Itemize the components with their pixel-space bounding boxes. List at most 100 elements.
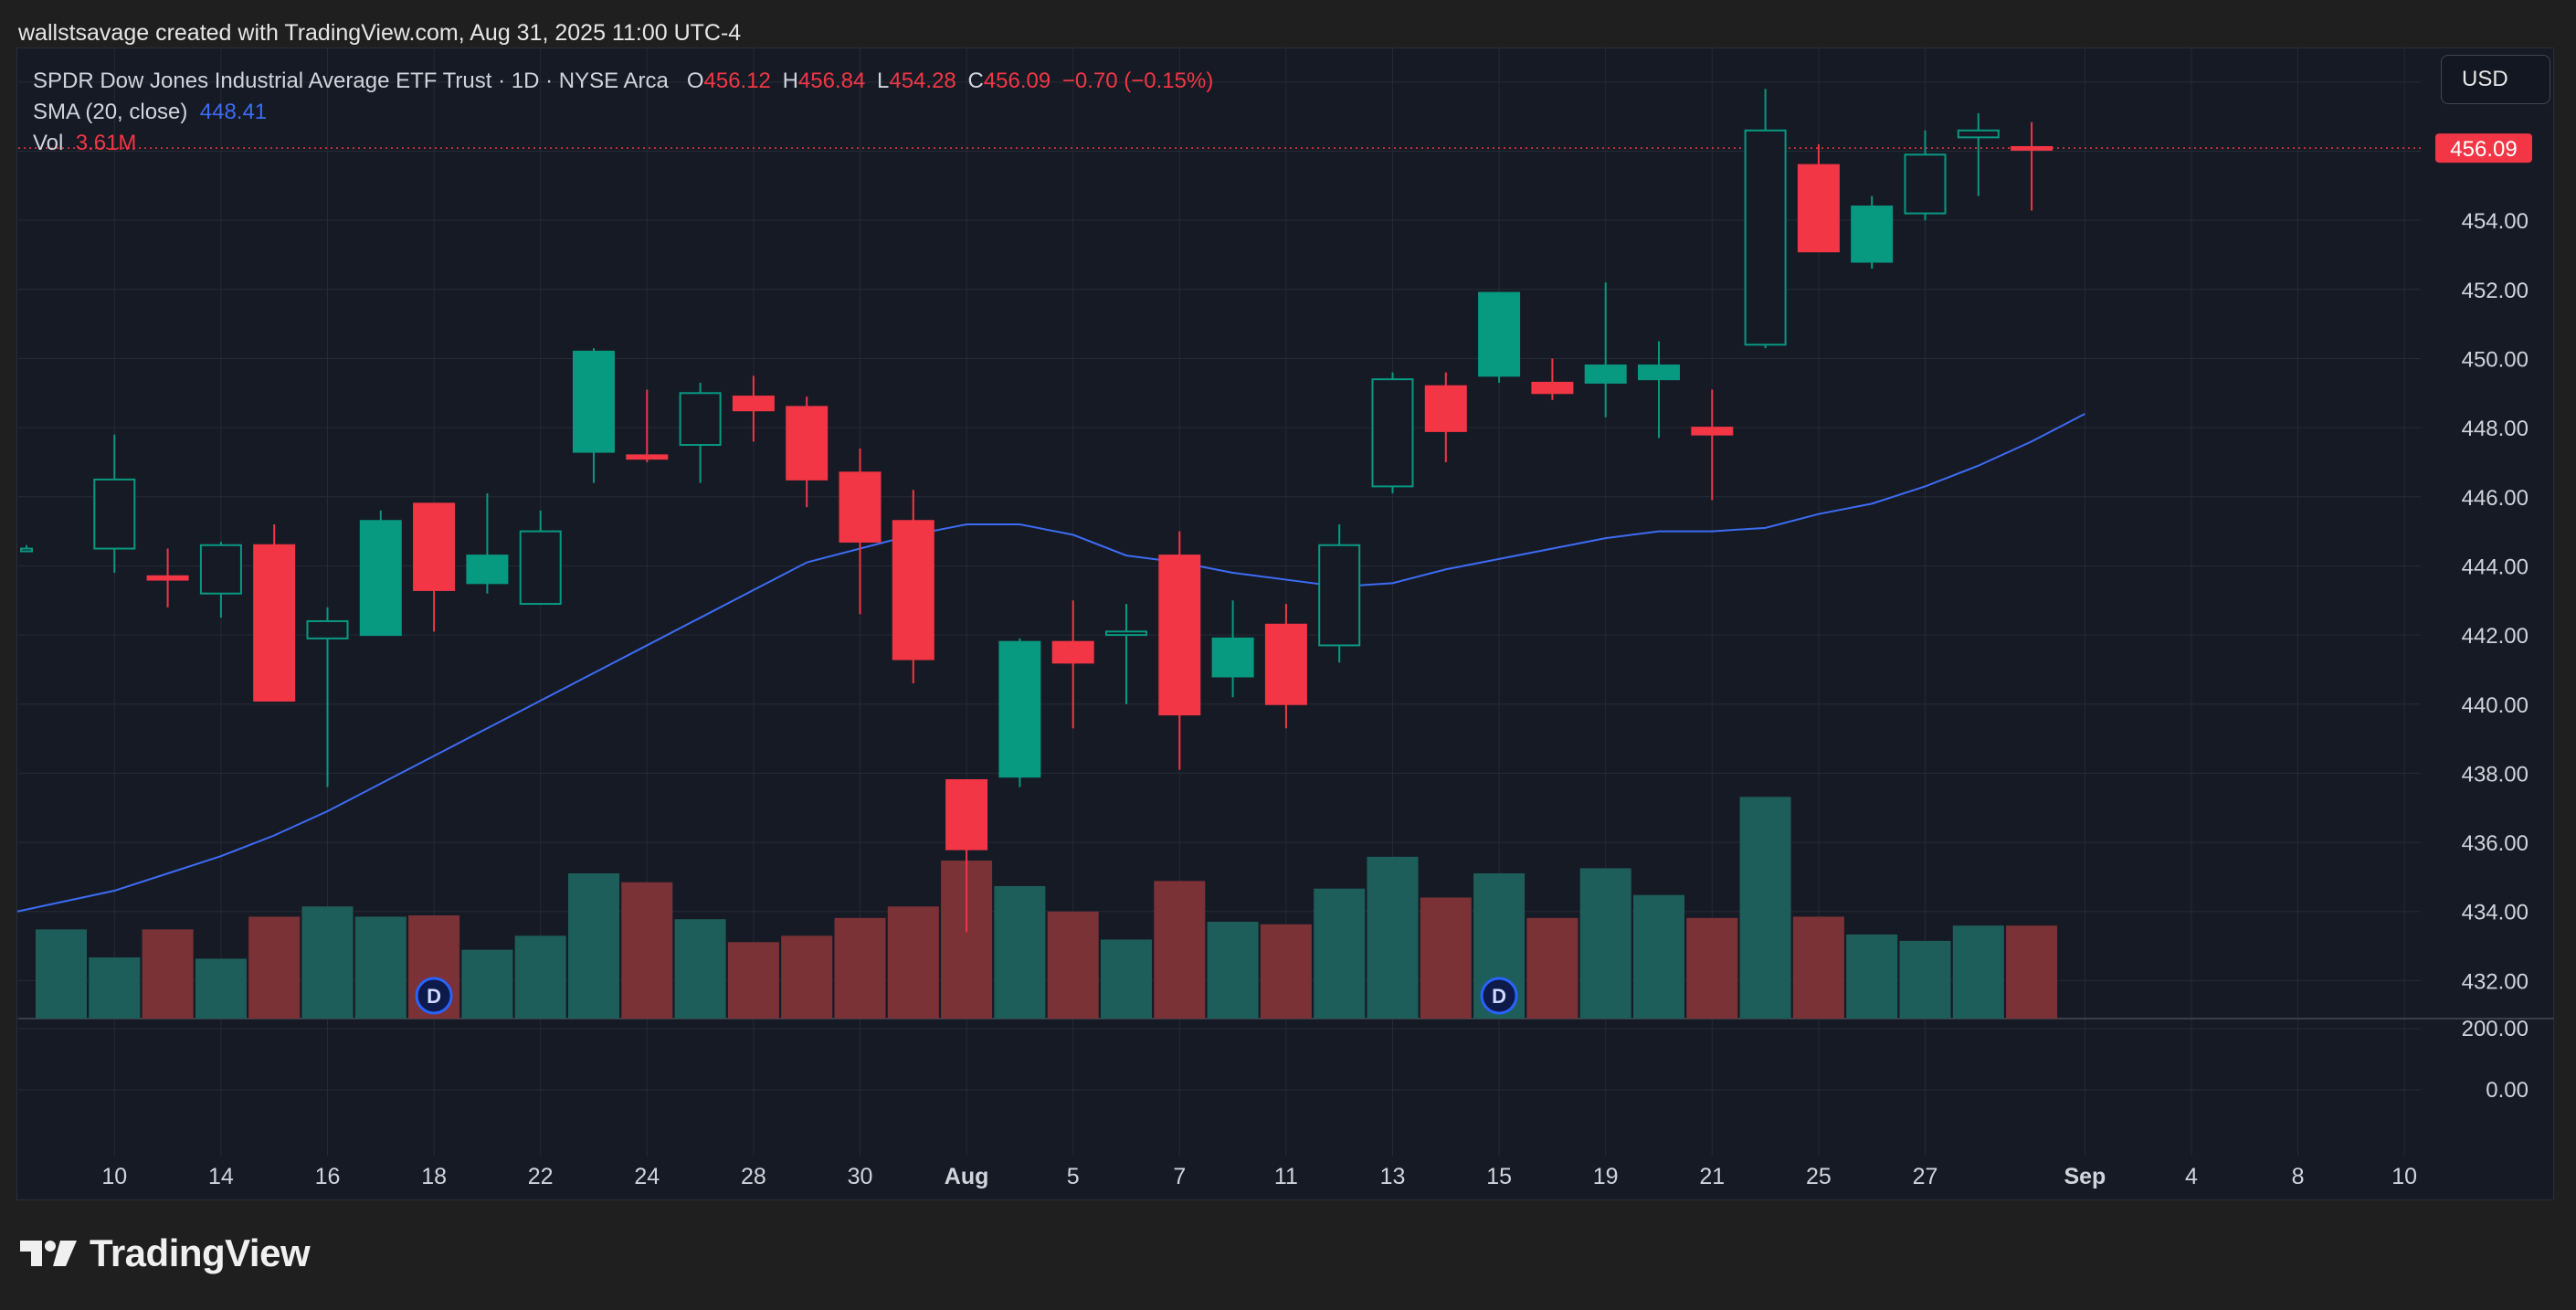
time-tick-label: 7 xyxy=(1173,1164,1186,1189)
volume-bar xyxy=(1739,797,1791,1019)
volume-bar xyxy=(834,917,886,1019)
price-tick-label: 450.00 xyxy=(2462,347,2528,372)
volume-bar xyxy=(1792,916,1844,1019)
time-tick-label: 10 xyxy=(101,1164,127,1189)
volume-bar xyxy=(1846,934,1898,1019)
volume-bar xyxy=(994,885,1046,1019)
candle xyxy=(1105,604,1147,704)
candle-body xyxy=(1691,427,1734,436)
volume-bar xyxy=(1899,940,1951,1019)
time-tick-label: 19 xyxy=(1593,1164,1619,1189)
candle xyxy=(1424,372,1467,462)
volume-bar xyxy=(1579,868,1631,1019)
volume-bar xyxy=(887,906,939,1019)
candle-body xyxy=(306,619,349,639)
price-tick-label: 436.00 xyxy=(2462,831,2528,856)
time-tick-label: 18 xyxy=(421,1164,447,1189)
price-tick-label: 442.00 xyxy=(2462,624,2528,649)
candles xyxy=(20,89,2053,933)
dividend-marker-icon xyxy=(1480,977,1518,1015)
symbol-description: SPDR Dow Jones Industrial Average ETF Tr… xyxy=(33,69,669,93)
close-value: 456.09 xyxy=(983,69,1051,93)
candle xyxy=(20,544,33,553)
candle-body xyxy=(1371,378,1414,488)
candle-body xyxy=(1105,630,1147,637)
candle-body xyxy=(1264,623,1307,705)
candle-body xyxy=(466,555,509,585)
volume-bar xyxy=(354,916,406,1019)
sma-label: SMA (20, close) xyxy=(33,100,188,124)
candle xyxy=(2011,121,2053,211)
candle xyxy=(1904,130,1947,221)
volume-bar xyxy=(1420,897,1472,1019)
volume-bar xyxy=(248,916,301,1019)
last-price-label: 456.09 xyxy=(2450,137,2517,162)
candle-body xyxy=(1797,164,1840,253)
price-tick-label: 448.00 xyxy=(2462,417,2528,441)
candle-body xyxy=(253,544,296,702)
volume-bar xyxy=(1101,939,1152,1019)
candle-body xyxy=(1158,555,1201,716)
volume-label: Vol xyxy=(33,131,64,155)
candle xyxy=(679,382,722,483)
candle xyxy=(253,524,296,702)
volume-bar xyxy=(2006,925,2058,1019)
sma-legend-row: SMA (20, close) 448.41 xyxy=(33,97,1213,128)
volume-bar xyxy=(89,957,141,1019)
candle-body xyxy=(199,544,242,595)
candle-body xyxy=(679,392,722,447)
candle xyxy=(892,490,934,684)
candle xyxy=(1957,112,2000,196)
candle-body xyxy=(1904,153,1947,215)
candle-body xyxy=(786,406,829,481)
volume-bar xyxy=(1154,881,1206,1019)
candle-body xyxy=(732,396,775,412)
volume-bar xyxy=(727,942,779,1019)
candle-body xyxy=(1584,364,1627,384)
time-tick-label: 14 xyxy=(208,1164,234,1189)
time-tick-label: Sep xyxy=(2064,1164,2106,1189)
candle-body xyxy=(573,350,615,453)
volume-bar xyxy=(514,935,566,1019)
volume-bar xyxy=(1633,894,1684,1019)
volume-bars xyxy=(36,797,2058,1019)
candle xyxy=(786,396,829,508)
time-tick-label: 15 xyxy=(1486,1164,1512,1189)
volume-bar xyxy=(1047,911,1099,1019)
volume-value: 3.61M xyxy=(75,131,137,155)
candle xyxy=(1584,282,1627,417)
volume-tick-label: 200.00 xyxy=(2462,1017,2528,1041)
time-tick-label: 5 xyxy=(1067,1164,1080,1189)
dividend-marker-icon xyxy=(415,977,453,1015)
candle-body xyxy=(93,478,136,550)
candle xyxy=(1744,89,1787,349)
candle-body xyxy=(20,547,33,553)
candle xyxy=(573,348,615,483)
candle-body xyxy=(1531,381,1574,395)
time-tick-label: 8 xyxy=(2292,1164,2305,1189)
candle xyxy=(1264,604,1307,729)
currency-button[interactable]: USD xyxy=(2441,55,2550,104)
candle-body xyxy=(1318,544,1361,647)
sma-value: 448.41 xyxy=(199,100,268,124)
candle xyxy=(93,434,136,574)
sma-line xyxy=(16,413,2085,913)
candle-body xyxy=(945,778,988,850)
candle-body xyxy=(146,575,189,581)
volume-bar xyxy=(1314,888,1366,1019)
volume-bar xyxy=(1526,917,1578,1019)
price-tick-label: 432.00 xyxy=(2462,969,2528,994)
price-axis: 458.00456.00454.00452.00450.00448.00446.… xyxy=(2435,71,2532,1103)
time-tick-label: 21 xyxy=(1699,1164,1725,1189)
candle xyxy=(998,638,1041,787)
candle-body xyxy=(2011,145,2053,151)
volume-bar xyxy=(1207,922,1259,1019)
volume-bar xyxy=(142,929,194,1019)
candle xyxy=(626,389,669,462)
candle xyxy=(1478,291,1521,383)
candle xyxy=(1211,600,1254,698)
volume-bar xyxy=(1260,924,1312,1019)
high-label: H xyxy=(782,69,798,93)
volume-bar xyxy=(301,906,354,1019)
